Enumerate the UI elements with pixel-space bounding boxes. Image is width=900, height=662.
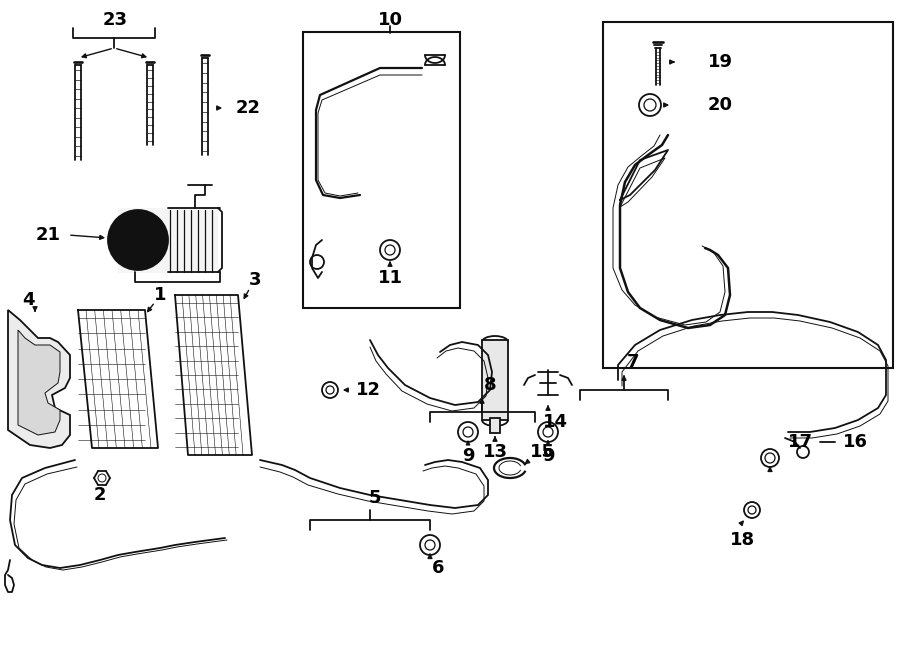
Bar xyxy=(118,208,218,273)
Text: 4: 4 xyxy=(22,291,34,309)
Text: 21: 21 xyxy=(35,226,60,244)
Circle shape xyxy=(151,246,159,254)
Text: 7: 7 xyxy=(626,353,639,371)
Circle shape xyxy=(117,246,125,254)
Bar xyxy=(482,340,508,420)
Text: 2: 2 xyxy=(94,486,106,504)
Circle shape xyxy=(108,210,168,270)
Text: 11: 11 xyxy=(377,269,402,287)
Polygon shape xyxy=(8,310,70,448)
Text: 6: 6 xyxy=(432,559,445,577)
Text: 5: 5 xyxy=(369,489,382,507)
Polygon shape xyxy=(18,330,60,435)
Text: 9: 9 xyxy=(542,447,554,465)
Text: 15: 15 xyxy=(529,443,554,461)
Bar xyxy=(603,22,893,368)
Text: 19: 19 xyxy=(707,53,733,71)
Text: 8: 8 xyxy=(483,376,496,394)
Text: 1: 1 xyxy=(154,286,166,304)
Text: 9: 9 xyxy=(462,447,474,465)
Text: 14: 14 xyxy=(543,413,568,431)
Text: 16: 16 xyxy=(842,433,868,451)
Text: 18: 18 xyxy=(729,531,754,549)
Text: 10: 10 xyxy=(377,11,402,29)
Bar xyxy=(490,418,500,433)
Text: 3: 3 xyxy=(248,271,261,289)
Text: 13: 13 xyxy=(482,443,508,461)
Text: 23: 23 xyxy=(103,11,128,29)
Circle shape xyxy=(134,216,142,224)
Text: 12: 12 xyxy=(356,381,381,399)
Text: 22: 22 xyxy=(236,99,260,117)
Bar xyxy=(303,32,460,308)
Text: 20: 20 xyxy=(707,96,733,114)
Text: 17: 17 xyxy=(788,433,813,451)
